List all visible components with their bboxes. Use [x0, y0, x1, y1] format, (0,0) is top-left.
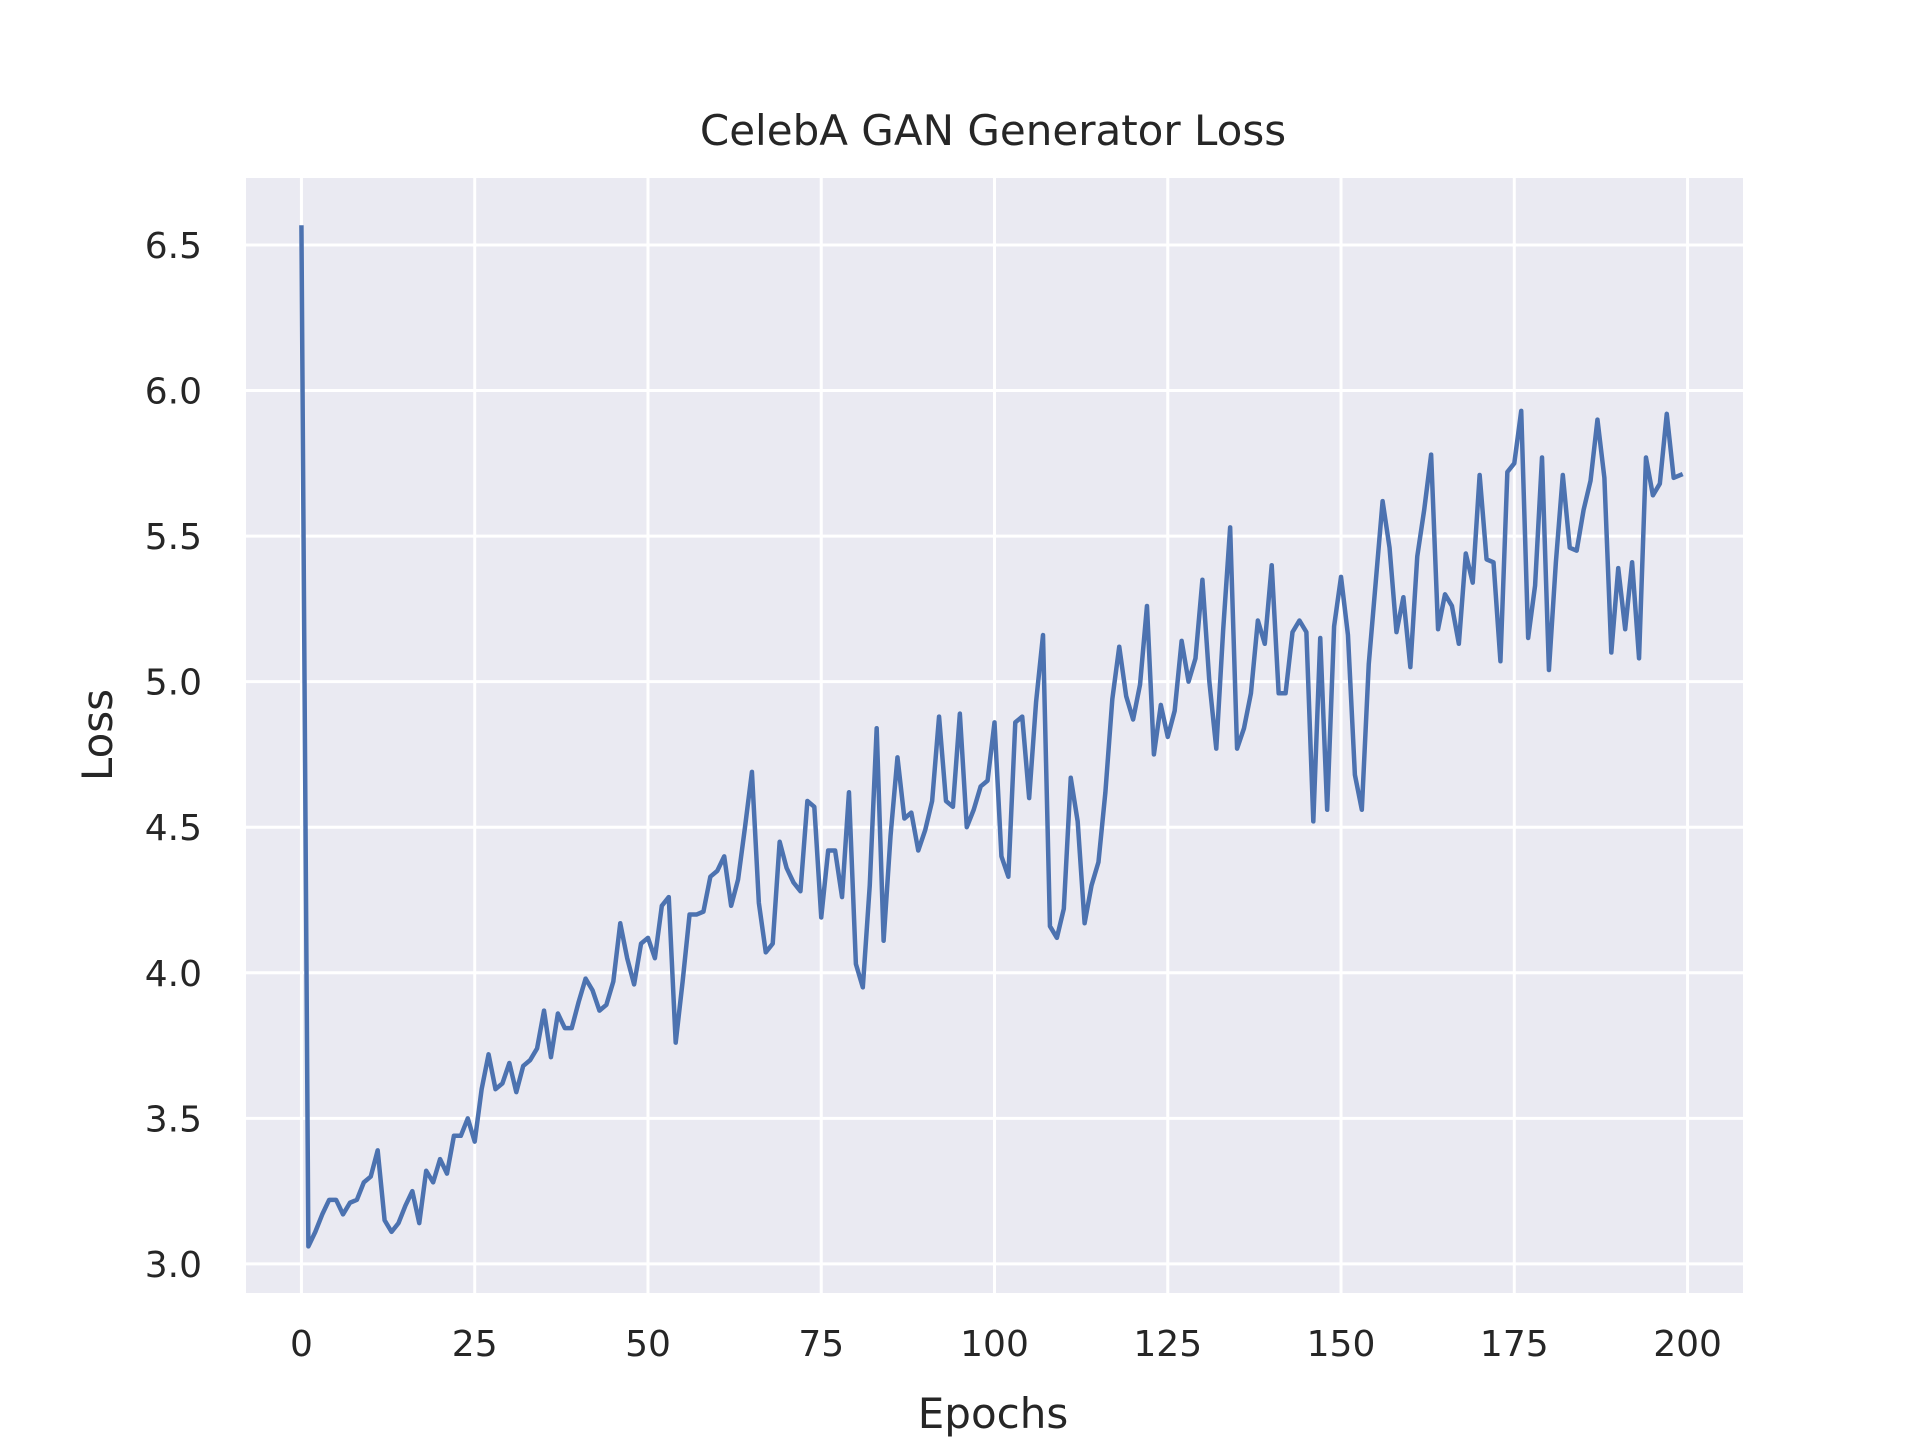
x-tick-label: 75 — [798, 1324, 844, 1365]
loss-series-line — [299, 225, 1684, 1249]
x-tick-label: 0 — [290, 1324, 313, 1365]
y-tick-label: 3.5 — [145, 1099, 202, 1140]
y-tick-label: 3.0 — [145, 1245, 202, 1286]
y-tick-label: 5.5 — [145, 517, 202, 558]
x-axis-ticks: 0 25 50 75 100 125 150 175 200 — [290, 1324, 1722, 1365]
y-axis-ticks: 3.0 3.5 4.0 4.5 5.0 5.5 6.0 6.5 — [145, 226, 202, 1286]
y-tick-label: 4.5 — [145, 808, 202, 849]
y-tick-label: 6.0 — [145, 372, 202, 413]
x-tick-label: 175 — [1480, 1324, 1549, 1365]
y-tick-label: 6.5 — [145, 226, 202, 267]
x-tick-label: 50 — [625, 1324, 671, 1365]
y-tick-label: 4.0 — [145, 954, 202, 995]
x-tick-label: 25 — [452, 1324, 498, 1365]
x-tick-label: 100 — [960, 1324, 1029, 1365]
series-layer — [299, 225, 1684, 1249]
grid — [246, 178, 1743, 1293]
chart-title: CelebA GAN Generator Loss — [700, 106, 1286, 155]
x-tick-label: 150 — [1307, 1324, 1376, 1365]
x-tick-label: 125 — [1133, 1324, 1202, 1365]
x-tick-label: 200 — [1653, 1324, 1722, 1365]
y-axis-label: Loss — [73, 689, 122, 781]
x-axis-label: Epochs — [918, 1389, 1069, 1438]
y-tick-label: 5.0 — [145, 663, 202, 704]
